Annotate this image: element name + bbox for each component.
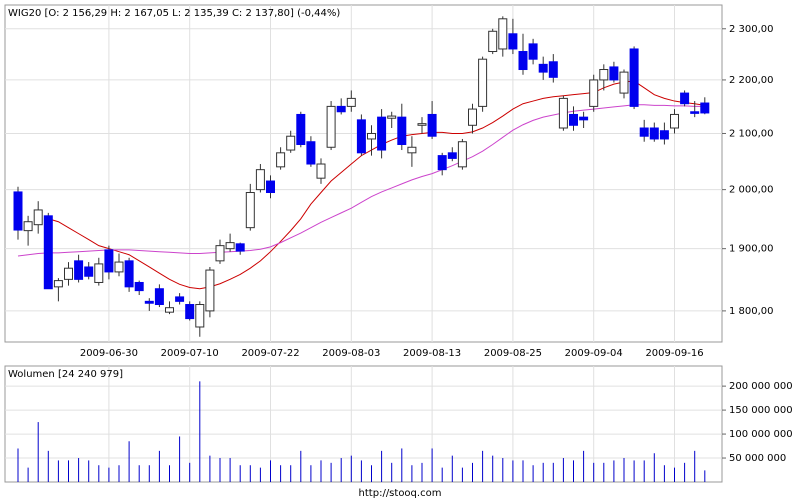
plot-area	[4, 365, 723, 483]
candle-body	[670, 113, 679, 129]
y-tick-label: 200 000 000	[729, 381, 793, 392]
candle-body	[43, 215, 53, 290]
source: http://stooq.com	[359, 488, 442, 499]
candle-body	[104, 249, 114, 273]
y-tick-label: 1 800,00	[729, 306, 774, 317]
candle-body	[508, 33, 518, 50]
y-tick-label: 2 100,00	[729, 128, 774, 139]
candle-body	[266, 180, 275, 194]
candle-body	[185, 304, 195, 320]
candle-body	[346, 97, 356, 107]
candle-body	[124, 260, 134, 288]
candle-body	[387, 115, 397, 119]
candle-body	[94, 263, 104, 283]
candle-body	[427, 113, 437, 137]
candle-body	[639, 127, 649, 137]
candle-body	[619, 71, 629, 94]
y-tick-label: 2 300,00	[729, 24, 774, 35]
x-tick-label: 2009-08-03	[322, 348, 380, 359]
candle-body	[538, 63, 548, 73]
candle-body	[457, 141, 467, 168]
candle-body	[165, 307, 174, 313]
candle-body	[680, 92, 690, 105]
candle-body	[276, 152, 286, 168]
candle-body	[286, 135, 296, 151]
candle-body	[397, 116, 407, 145]
candle-body	[468, 108, 477, 126]
candle-body	[114, 261, 124, 273]
y-tick-label: 50 000 000	[729, 453, 786, 464]
candle-body	[569, 113, 578, 126]
candle-body	[659, 130, 669, 140]
candle-body	[175, 296, 185, 302]
candle-body	[356, 119, 366, 154]
candle-body	[447, 152, 457, 159]
candle-body	[74, 260, 84, 280]
x-tick-label: 2009-06-30	[80, 348, 138, 359]
candle-body	[215, 245, 225, 262]
candle-body	[548, 61, 558, 78]
candle-body	[417, 123, 427, 126]
candle-body	[528, 43, 538, 60]
candle-body	[225, 242, 235, 250]
candle-body	[134, 281, 144, 292]
candle-body	[205, 269, 215, 312]
candle-body	[296, 113, 306, 145]
candle-body	[23, 221, 33, 232]
candle-body	[144, 300, 154, 304]
x-tick-label: 2009-08-25	[484, 348, 542, 359]
candle-body	[609, 66, 619, 81]
candle-body	[377, 116, 387, 151]
candle-body	[84, 266, 94, 277]
candle-body	[154, 288, 164, 306]
candle-body	[316, 163, 326, 179]
candle-body	[195, 304, 205, 328]
plot-area	[4, 4, 723, 343]
candle-body	[629, 48, 639, 107]
candle-body	[33, 209, 43, 226]
candle-body	[53, 280, 63, 288]
chart-title: Wolumen [24 240 979]	[8, 369, 123, 380]
y-tick-label: 150 000 000	[729, 405, 793, 416]
candle-body	[306, 141, 316, 165]
candle-body	[407, 146, 417, 154]
x-tick-label: 2009-08-13	[403, 348, 461, 359]
candle-body	[518, 51, 528, 71]
candle-body	[498, 18, 508, 50]
candle-body	[245, 192, 255, 229]
candle-body	[235, 243, 245, 252]
candle-body	[478, 58, 488, 107]
candle-body	[336, 105, 346, 113]
candle-body	[700, 102, 710, 114]
candle-body	[367, 132, 376, 140]
candle-body	[599, 69, 609, 81]
x-tick-label: 2009-09-04	[565, 348, 623, 359]
candle-body	[255, 169, 265, 191]
candle-body	[326, 105, 336, 148]
x-tick-label: 2009-07-22	[241, 348, 299, 359]
moving-average	[17, 104, 705, 257]
x-tick-label: 2009-07-10	[161, 348, 219, 359]
candle-body	[64, 267, 73, 280]
candle-body	[579, 116, 589, 121]
y-tick-label: 2 000,00	[729, 185, 774, 196]
x-tick-label: 2009-09-16	[645, 348, 703, 359]
candle-body	[437, 155, 447, 171]
y-tick-label: 100 000 000	[729, 429, 793, 440]
candle-body	[13, 191, 23, 231]
candle-body	[649, 127, 659, 140]
y-tick-label: 1 900,00	[729, 244, 774, 255]
candle-body	[488, 30, 498, 53]
candle-body	[558, 97, 568, 129]
y-tick-label: 2 200,00	[729, 75, 774, 86]
chart-title: WIG20 [O: 2 156,29 H: 2 167,05 L: 2 135,…	[8, 8, 340, 19]
candle-body	[589, 79, 599, 107]
candle-body	[690, 111, 700, 114]
